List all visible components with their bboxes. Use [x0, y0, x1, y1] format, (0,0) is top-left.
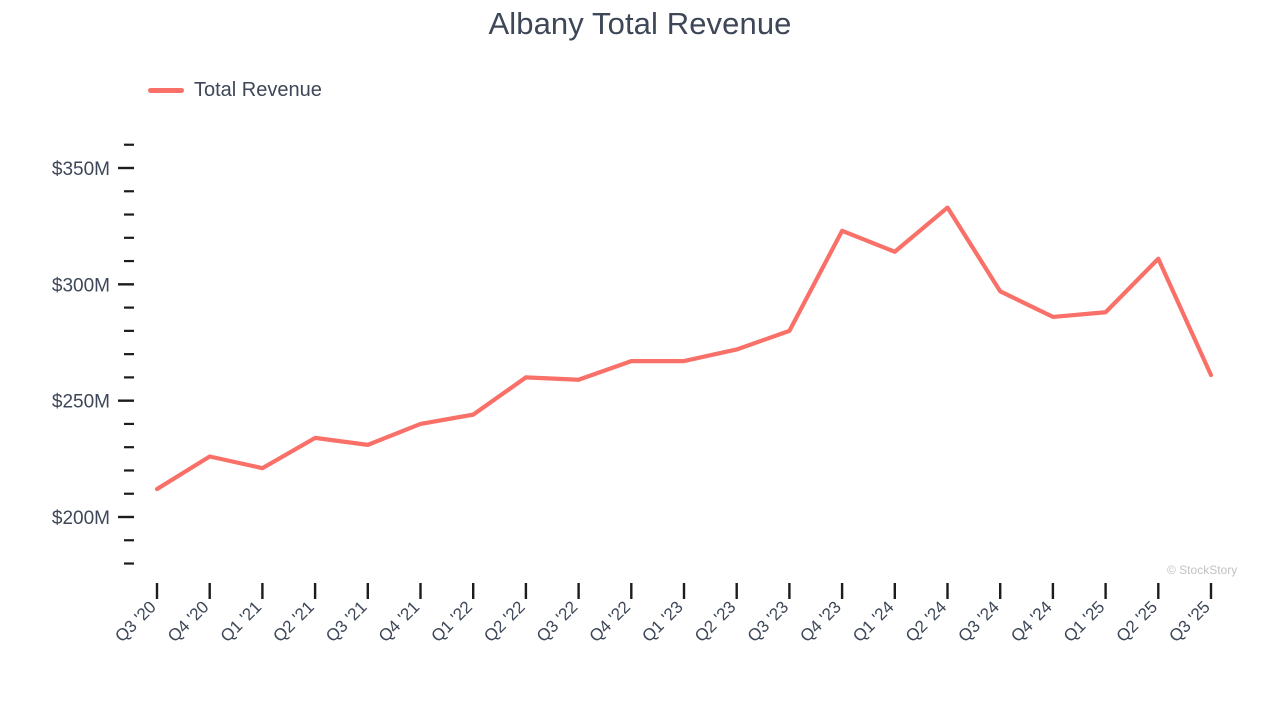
chart-title: Albany Total Revenue [488, 6, 792, 41]
watermark: © StockStory [1167, 563, 1238, 577]
x-axis-label: Q4 '22 [586, 597, 634, 645]
x-axis-label: Q2 '22 [480, 597, 528, 645]
x-axis: Q3 '20 Q4 '20 Q1 '21 Q2 '21 Q3 '21 Q4 '21 Q1 '… [111, 583, 1214, 646]
x-axis-label: Q3 '21 [322, 597, 370, 645]
x-axis-label: Q1 '25 [1060, 597, 1108, 645]
y-axis-label: $350M [52, 159, 110, 180]
x-axis-label: Q2 '25 [1113, 597, 1161, 645]
x-axis-label: Q3 '22 [533, 597, 581, 645]
legend-label-total-revenue: Total Revenue [194, 79, 322, 101]
x-axis-label: Q4 '23 [796, 597, 844, 645]
y-axis: $350M $300M $250M $200M [52, 143, 134, 565]
x-axis-label: Q3 '20 [111, 597, 159, 645]
x-axis-label: Q1 '23 [638, 597, 686, 645]
x-axis-label: Q2 '23 [691, 597, 739, 645]
series-line-total-revenue [154, 205, 1214, 492]
x-axis-label: Q3 '25 [1165, 597, 1213, 645]
y-axis-label: $200M [52, 508, 110, 529]
x-axis-label: Q3 '24 [955, 597, 1003, 645]
x-axis-label: Q4 '24 [1007, 597, 1055, 645]
x-axis-label: Q4 '21 [375, 597, 423, 645]
x-axis-label: Q1 '24 [849, 597, 897, 645]
x-axis-label: Q1 '22 [428, 597, 476, 645]
x-axis-label: Q2 '21 [269, 597, 317, 645]
y-axis-label: $250M [52, 392, 110, 413]
chart-legend: Total Revenue [148, 78, 322, 102]
y-axis-label: $300M [52, 275, 110, 296]
x-axis-label: Q4 '20 [164, 597, 212, 645]
series-total-revenue [154, 205, 1214, 492]
x-axis-label: Q2 '24 [902, 597, 950, 645]
x-axis-label: Q1 '21 [217, 597, 265, 645]
legend-color-swatch-total-revenue [148, 87, 184, 93]
x-axis-label: Q3 '23 [744, 597, 792, 645]
